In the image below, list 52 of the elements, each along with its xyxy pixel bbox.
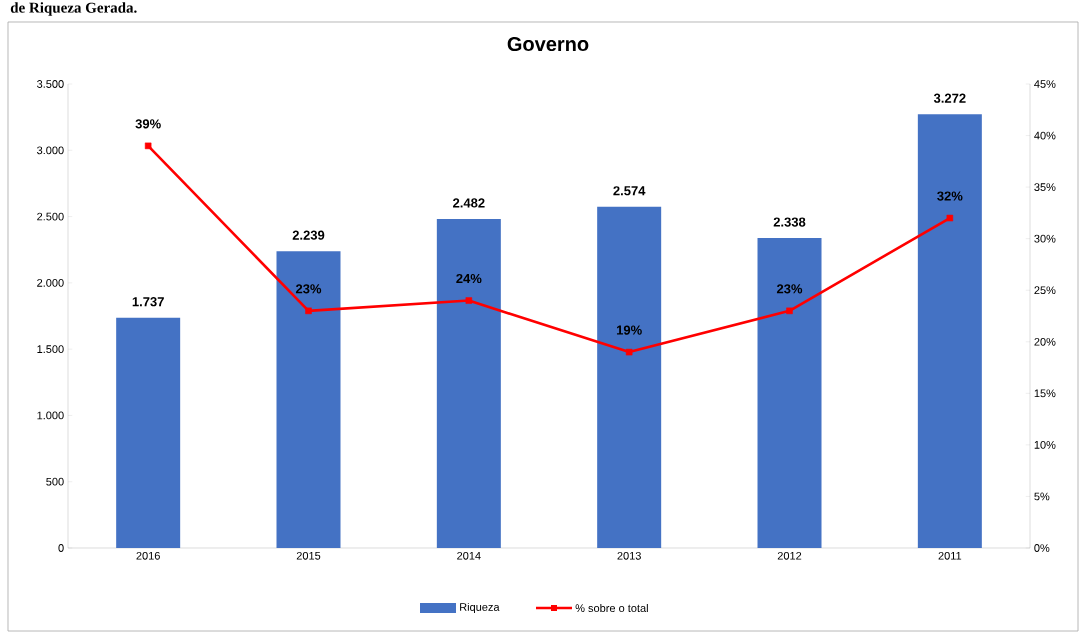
data-label: 2.338 bbox=[773, 217, 806, 227]
y2-tick-label: 45% bbox=[1034, 80, 1056, 88]
bar bbox=[276, 251, 341, 548]
x-tick-label: 2015 bbox=[296, 551, 321, 560]
y2-tick-label: 25% bbox=[1034, 286, 1056, 295]
data-label: 39% bbox=[135, 119, 161, 129]
data-label: 2.239 bbox=[292, 230, 325, 240]
x-tick-label: 2011 bbox=[938, 551, 962, 560]
bar bbox=[597, 206, 662, 548]
legend-label: Riqueza bbox=[460, 602, 500, 614]
bar bbox=[436, 218, 501, 548]
x-tick-label: 2012 bbox=[777, 551, 802, 560]
y2-tick-label: 30% bbox=[1034, 234, 1056, 243]
point bbox=[465, 297, 473, 304]
point bbox=[625, 348, 633, 356]
data-label: 2.482 bbox=[453, 198, 485, 208]
y-tick-label: 2.000 bbox=[37, 278, 64, 287]
y-tick-label: 1.000 bbox=[37, 411, 64, 420]
chart-title: Governo bbox=[507, 36, 589, 52]
y-tick-label: 3.000 bbox=[37, 146, 64, 155]
data-label: 2.574 bbox=[613, 186, 646, 196]
data-label: 23% bbox=[295, 284, 322, 294]
point bbox=[786, 307, 793, 315]
y-tick-label: 2.500 bbox=[37, 212, 64, 221]
bar bbox=[917, 114, 982, 548]
y-tick-label: 500 bbox=[46, 477, 64, 486]
y2-tick-label: 15% bbox=[1034, 389, 1056, 398]
bar bbox=[116, 317, 181, 548]
x-tick-label: 2013 bbox=[617, 551, 641, 560]
y2-tick-label: 10% bbox=[1034, 441, 1056, 449]
y2-tick-label: 5% bbox=[1034, 492, 1050, 501]
data-label: 24% bbox=[456, 273, 482, 284]
data-label: 32% bbox=[937, 191, 963, 201]
point bbox=[305, 307, 312, 315]
y2-tick-label: 35% bbox=[1034, 183, 1056, 192]
y2-tick-label: 40% bbox=[1034, 131, 1056, 140]
data-label: 19% bbox=[616, 325, 642, 335]
point bbox=[946, 214, 954, 222]
y-tick-label: 1.500 bbox=[37, 345, 64, 354]
point bbox=[144, 142, 152, 150]
data-label: 1.737 bbox=[132, 297, 164, 307]
data-label: 23% bbox=[776, 284, 803, 294]
y-tick-label: 3.500 bbox=[37, 80, 64, 88]
y2-tick-label: 20% bbox=[1034, 337, 1056, 346]
y-tick-label: 0 bbox=[58, 544, 64, 552]
legend-label: % sobre o total bbox=[575, 603, 648, 613]
y2-tick-label: 0% bbox=[1034, 544, 1050, 552]
x-tick-label: 2014 bbox=[457, 551, 481, 560]
x-tick-label: 2016 bbox=[136, 551, 160, 560]
data-label: 3.272 bbox=[933, 93, 966, 103]
bar bbox=[757, 238, 822, 548]
text: de Riqueza Gerada. bbox=[10, 2, 137, 16]
